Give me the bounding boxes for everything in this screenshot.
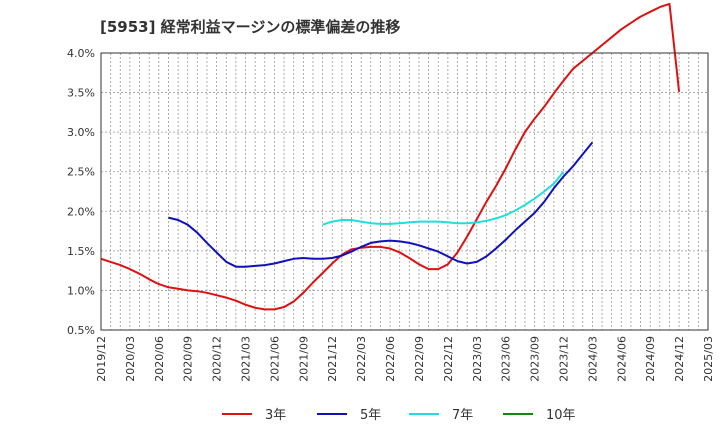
- y-tick-label: 4.0%: [67, 47, 95, 60]
- series-line-3: [322, 171, 565, 226]
- y-tick-label: 2.5%: [67, 166, 95, 179]
- y-tick-label: 0.5%: [67, 324, 95, 337]
- y-tick-label: 3.5%: [67, 87, 95, 100]
- x-tick-label: 2022/12: [442, 336, 455, 382]
- y-tick-label: 3.0%: [67, 126, 95, 139]
- x-tick-label: 2020/03: [124, 336, 137, 382]
- x-tick-label: 2023/06: [500, 336, 513, 382]
- x-tick-label: 2021/03: [240, 336, 253, 382]
- legend: 3年 5年 7年 10年: [222, 408, 576, 423]
- x-tick-label: 2024/03: [586, 336, 599, 382]
- plot-frame: [100, 52, 709, 331]
- x-tick-label: 2023/12: [557, 336, 570, 382]
- x-axis: 2019/12 2020/03 2020/06 2020/09 2020/12 2021/…: [95, 336, 715, 382]
- series-line-1: [100, 2, 681, 311]
- x-tick-label: 2020/12: [211, 336, 224, 382]
- x-tick-label: 2022/03: [355, 336, 368, 382]
- legend-label-1: 3年: [265, 408, 286, 423]
- x-tick-label: 2024/12: [673, 336, 686, 382]
- legend-label-4: 10年: [546, 408, 576, 423]
- y-axis: 0.5% 1.0% 1.5% 2.0% 2.5% 3.0% 3.5% 4.0%: [67, 47, 95, 337]
- legend-label-2: 5年: [360, 408, 381, 423]
- grid: [101, 53, 708, 330]
- y-tick-label: 1.0%: [67, 284, 95, 297]
- y-tick-label: 2.0%: [67, 205, 95, 218]
- x-tick-label: 2020/09: [182, 336, 195, 382]
- x-tick-label: 2022/09: [413, 336, 426, 382]
- x-tick-label: 2021/06: [268, 336, 281, 382]
- x-tick-label: 2020/06: [153, 336, 166, 382]
- y-tick-label: 1.5%: [67, 245, 95, 258]
- x-tick-label: 2021/09: [297, 336, 310, 382]
- legend-label-3: 7年: [452, 408, 473, 423]
- series-line-2: [168, 141, 594, 268]
- x-tick-label: 2024/09: [644, 336, 657, 382]
- x-tick-label: 2024/06: [615, 336, 628, 382]
- chart-title: [5953] 経常利益マージンの標準偏差の推移: [100, 18, 400, 36]
- x-tick-label: 2021/12: [326, 336, 339, 382]
- x-tick-label: 2022/06: [384, 336, 397, 382]
- series-lines: [100, 2, 681, 311]
- x-tick-label: 2025/03: [702, 336, 715, 382]
- x-tick-label: 2023/03: [471, 336, 484, 382]
- x-tick-label: 2019/12: [95, 336, 108, 382]
- x-tick-label: 2023/09: [529, 336, 542, 382]
